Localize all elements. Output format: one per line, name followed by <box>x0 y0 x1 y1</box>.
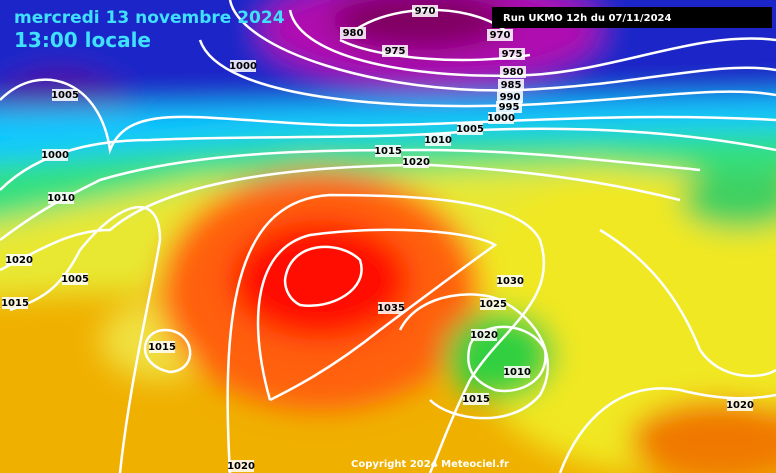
label-background <box>62 273 88 285</box>
isobar-label: 1010 <box>47 193 75 204</box>
label-background <box>480 298 506 310</box>
label-background <box>499 48 525 60</box>
label-background <box>496 101 522 113</box>
isobar <box>226 193 546 473</box>
isobar-label: 980 <box>503 67 524 78</box>
isobar <box>558 387 776 473</box>
label-background <box>497 275 523 287</box>
isobar <box>0 163 681 272</box>
isobar-label: 990 <box>500 92 521 103</box>
label-background <box>488 112 514 124</box>
label-background <box>230 60 256 72</box>
isobar-label: 1015 <box>462 394 490 405</box>
isobar <box>599 228 776 378</box>
label-background <box>727 399 753 411</box>
isobar-label: 995 <box>499 102 520 113</box>
isobar <box>0 78 776 155</box>
label-background <box>42 149 68 161</box>
isobar <box>283 245 363 308</box>
label-background <box>6 254 32 266</box>
isobar-label: 1015 <box>374 146 402 157</box>
isobar-label: 970 <box>490 30 511 41</box>
isobar-label: 1025 <box>479 299 507 310</box>
isobar <box>0 127 776 191</box>
label-background <box>500 66 526 78</box>
isobar-label: 1015 <box>1 298 29 309</box>
run-label: Run UKMO 12h du 07/11/2024 <box>503 13 672 24</box>
isobar-label: 1010 <box>503 367 531 378</box>
isobar-label: 975 <box>502 49 523 60</box>
label-background <box>149 341 175 353</box>
isobar-label: 1010 <box>424 135 452 146</box>
label-background <box>378 302 404 314</box>
isobar <box>256 228 498 402</box>
label-background <box>2 297 28 309</box>
isobar <box>143 328 192 374</box>
label-background <box>375 145 401 157</box>
isobar-label: 1000 <box>41 150 69 161</box>
isobar-label: 985 <box>501 80 522 91</box>
isobar-label: 1020 <box>227 461 255 472</box>
label-background <box>52 89 78 101</box>
isobar-label: 1000 <box>487 113 515 124</box>
isobar-label: 975 <box>385 46 406 57</box>
isobar-label: 1015 <box>148 342 176 353</box>
isobar-label: 1005 <box>51 90 79 101</box>
isobar-label: 1035 <box>377 303 405 314</box>
isobar-label: 1005 <box>456 124 484 135</box>
label-background <box>504 366 530 378</box>
isobar-label: 1000 <box>229 61 257 72</box>
isobar-label: 1020 <box>5 255 33 266</box>
map-date: mercredi 13 novembre 2024 <box>14 8 285 28</box>
label-background <box>425 134 451 146</box>
label-background <box>340 27 366 39</box>
label-background <box>487 29 513 41</box>
isobar <box>9 205 162 473</box>
label-background <box>471 329 497 341</box>
label-background <box>48 192 74 204</box>
label-background <box>497 91 523 103</box>
isobar-label: 1030 <box>496 276 524 287</box>
isobar-label: 1020 <box>726 400 754 411</box>
isobar <box>398 293 550 420</box>
label-background <box>403 156 429 168</box>
isobar-label: 980 <box>343 28 364 39</box>
isobar <box>288 9 776 77</box>
copyright: Copyright 2024 Meteociel.fr <box>351 459 509 470</box>
label-background <box>498 79 524 91</box>
map-time: 13:00 locale <box>14 28 151 52</box>
label-background <box>228 460 254 472</box>
label-background <box>457 123 483 135</box>
run-box <box>492 7 772 28</box>
label-background <box>463 393 489 405</box>
isobar-label: 1005 <box>61 274 89 285</box>
isobar-label: 1020 <box>470 330 498 341</box>
isobar-label: 1020 <box>402 157 430 168</box>
label-background <box>382 45 408 57</box>
isobar-label: 970 <box>415 6 436 17</box>
isobar <box>467 325 547 393</box>
label-background <box>412 5 438 17</box>
